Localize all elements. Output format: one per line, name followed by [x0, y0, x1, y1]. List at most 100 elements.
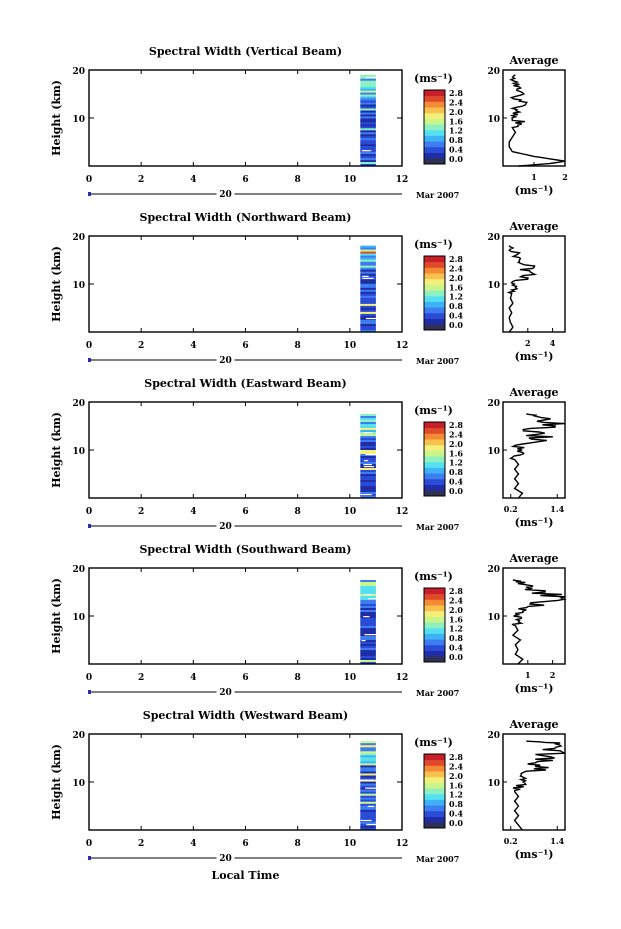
x-tick-label: 6 — [242, 175, 248, 185]
heatmap-cell — [360, 791, 376, 794]
colorbar-tick-label: 0.8 — [449, 135, 463, 145]
day-label-bg — [216, 521, 235, 531]
heatmap-cell — [360, 646, 376, 649]
heatmap-cell — [360, 253, 376, 256]
heatmap-cell — [360, 470, 376, 473]
colorbar-unit: (ms⁻¹) — [414, 238, 453, 251]
heatmap-cell — [360, 450, 376, 453]
heatmap-cell — [360, 785, 376, 788]
colorbar-unit: (ms⁻¹) — [414, 570, 453, 583]
day-label: 20 — [219, 190, 232, 200]
heatmap-cell — [360, 78, 376, 82]
heatmap-cell — [360, 92, 376, 95]
heatmap-gap — [361, 150, 372, 152]
y-tick-label: 10 — [72, 779, 85, 789]
day-label: 20 — [219, 854, 232, 864]
x-tick-label: 10 — [344, 341, 357, 351]
heatmap-gap — [365, 454, 377, 456]
heatmap-cell — [360, 134, 376, 137]
date-label: Mar 2007 — [416, 190, 459, 200]
heatmap-cell — [360, 488, 376, 491]
date-label: Mar 2007 — [416, 688, 459, 698]
avg-title: Average — [508, 386, 558, 399]
heatmap-cell — [360, 624, 376, 627]
heatmap-cell — [360, 142, 376, 145]
heatmap-cell — [360, 259, 376, 262]
heatmap-cell — [360, 753, 376, 756]
heatmap-cell — [360, 279, 376, 283]
colorbar-swatch — [424, 478, 445, 485]
heatmap-cell — [360, 255, 376, 258]
heatmap-cell — [360, 662, 376, 665]
colorbar-swatch — [424, 805, 445, 812]
heatmap-cell — [360, 148, 376, 151]
heatmap-cell — [360, 414, 376, 417]
colorbar-tick-label: 2.4 — [449, 429, 463, 439]
x-tick-label: 8 — [295, 507, 301, 517]
heatmap-cell — [360, 586, 376, 589]
heatmap-cell — [360, 311, 376, 315]
heatmap-gap — [360, 494, 372, 496]
x-tick-label: 8 — [295, 341, 301, 351]
colorbar-tick-label: 2.8 — [449, 254, 463, 264]
date-marker — [88, 192, 91, 196]
x-tick-label: 0 — [86, 175, 92, 185]
heatmap-cell — [360, 604, 376, 607]
x-tick-label: 8 — [295, 839, 301, 849]
heatmap-cell — [360, 817, 376, 821]
colorbar-tick-label: 1.2 — [449, 458, 463, 468]
date-marker — [88, 856, 91, 860]
x-tick-label: 2 — [138, 673, 144, 683]
avg-y-tick-label: 20 — [487, 67, 500, 77]
avg-y-tick-label: 10 — [487, 447, 500, 457]
heatmap-cell — [360, 102, 376, 105]
heatmap-cell — [360, 773, 376, 776]
day-label: 20 — [219, 688, 232, 698]
heatmap-cell — [360, 789, 376, 792]
heatmap-cell — [360, 138, 376, 141]
heatmap-gap — [367, 805, 375, 807]
colorbar-swatch — [424, 433, 445, 440]
colorbar-swatch — [424, 622, 445, 629]
heatmap-cell — [360, 797, 376, 800]
plot-frame — [88, 401, 403, 499]
x-tick-label: 2 — [138, 507, 144, 517]
heatmap-cell — [360, 86, 376, 89]
y-tick-label: 10 — [72, 115, 85, 125]
avg-title: Average — [508, 552, 558, 565]
colorbar-tick-label: 2.4 — [449, 595, 463, 605]
x-tick-label: 6 — [242, 673, 248, 683]
colorbar-tick-label: 0.0 — [449, 818, 463, 828]
heatmap-cell — [360, 120, 376, 123]
avg-x-tick-label: 2 — [525, 338, 531, 348]
colorbar-swatch — [424, 656, 445, 663]
colorbar-frame — [423, 89, 446, 165]
colorbar-tick-label: 0.4 — [449, 145, 463, 155]
heatmap-cell — [360, 88, 376, 91]
heatmap-gap — [362, 275, 369, 277]
heatmap-cell — [360, 828, 376, 831]
heatmap-cell — [360, 158, 376, 161]
colorbar-tick-label: 2.0 — [449, 439, 463, 449]
colorbar-swatch — [424, 427, 445, 434]
heatmap-cell — [360, 590, 376, 593]
heatmap-cell — [360, 307, 376, 311]
heatmap-cell — [360, 602, 376, 605]
heatmap-gap — [366, 823, 379, 826]
avg-frame — [502, 733, 566, 831]
heatmap-cell — [360, 606, 376, 609]
panel-title: Spectral Width (Eastward Beam) — [144, 377, 346, 390]
avg-x-label: (ms⁻¹) — [515, 848, 554, 861]
heatmap-cell — [360, 124, 376, 127]
panel-title: Spectral Width (Southward Beam) — [139, 543, 351, 556]
avg-profile-line — [511, 579, 567, 665]
colorbar-swatch — [424, 273, 445, 280]
heatmap-cell — [360, 640, 376, 643]
x-tick-label: 4 — [190, 839, 196, 849]
y-tick-label: 10 — [72, 447, 85, 457]
plot-frame — [88, 567, 403, 665]
heatmap-cell — [360, 422, 376, 425]
colorbar-unit: (ms⁻¹) — [414, 736, 453, 749]
heatmap-cell — [360, 462, 376, 465]
heatmap-cell — [360, 251, 376, 254]
